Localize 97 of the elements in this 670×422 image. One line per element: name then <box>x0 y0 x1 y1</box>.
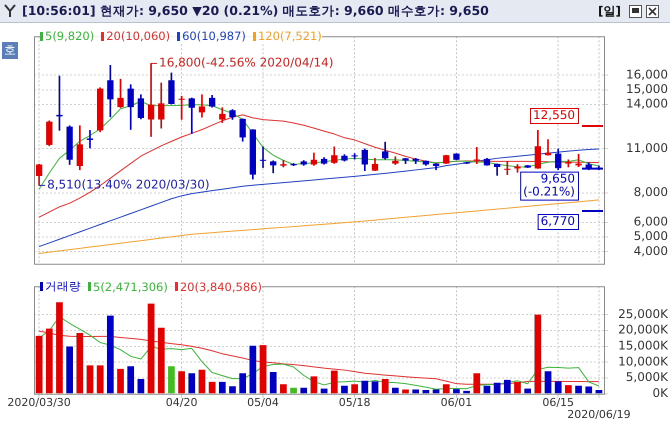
bar <box>484 386 490 394</box>
bar <box>106 316 114 394</box>
candlestick <box>56 76 63 131</box>
bar <box>260 345 266 394</box>
y-tick-label: 10,000K <box>618 354 670 368</box>
bar <box>432 389 440 394</box>
bar <box>341 386 348 394</box>
y-tick-label: 0K <box>652 386 670 400</box>
bar <box>372 381 378 394</box>
bar <box>86 365 94 394</box>
bar <box>290 388 297 394</box>
bar <box>534 314 542 394</box>
bar <box>208 382 216 394</box>
bar <box>76 332 84 394</box>
bar <box>158 328 165 394</box>
bar <box>249 346 256 394</box>
bar <box>56 302 63 394</box>
text: [일] <box>598 3 621 20</box>
x-tick-label: 04/20 <box>166 396 198 410</box>
bar <box>442 384 450 394</box>
ref-line-label: 9,650 (-0.21%) <box>523 172 575 199</box>
bar <box>188 373 196 394</box>
bar <box>66 346 73 394</box>
bar <box>473 373 480 394</box>
legend-label: 20(3,840,586) <box>180 280 262 294</box>
candlestick <box>544 139 552 156</box>
y-tick-label: 16,000 <box>626 67 668 82</box>
legend-label: 60(10,987) <box>182 29 246 43</box>
bar <box>412 389 420 394</box>
bar <box>198 370 206 394</box>
bar <box>138 379 144 394</box>
bar <box>229 386 236 394</box>
legend-label: 거래량 <box>45 279 81 294</box>
y-tick-label: 15,000 <box>626 82 668 96</box>
legend-label: 20(10,060) <box>106 29 170 43</box>
bar <box>402 389 409 394</box>
y-tick-label: 8,000 <box>634 185 668 200</box>
ref-line-label: 12,550 <box>533 108 575 122</box>
bar <box>117 368 124 394</box>
bar <box>463 390 470 394</box>
bar <box>575 386 582 394</box>
bar <box>565 385 572 394</box>
y-tick-label: 15,000K <box>618 338 670 352</box>
bar <box>351 384 358 394</box>
y-tick-label: 20,000K <box>618 322 670 337</box>
candlestick <box>86 130 94 148</box>
x-tick-label: 05/18 <box>338 396 370 410</box>
annotation: 16,800(-42.56% 2020/04/14) <box>159 56 334 70</box>
bar <box>300 388 308 394</box>
bar <box>382 379 389 394</box>
legend-label: 5(9,820) <box>45 29 94 43</box>
bar <box>148 304 154 394</box>
candlestick <box>260 146 266 168</box>
bar <box>310 376 318 394</box>
x-tick-label: 05/04 <box>247 396 279 410</box>
bar <box>96 365 104 394</box>
y-tick-label: 4,000 <box>634 244 668 258</box>
bar <box>524 388 532 394</box>
candlestick <box>514 164 521 173</box>
bar <box>46 328 53 394</box>
bar <box>168 366 175 394</box>
bar <box>361 380 368 394</box>
bar <box>453 389 460 394</box>
bar <box>270 372 277 394</box>
x-tick-label: 06/15 <box>542 396 574 410</box>
bar <box>514 382 521 394</box>
bar <box>494 382 500 394</box>
text: 호 <box>2 42 18 59</box>
y-tick-label: 5,000 <box>634 229 668 244</box>
legend-label: 5(2,471,306) <box>93 280 168 294</box>
bar <box>422 390 430 394</box>
candlestick <box>575 154 582 168</box>
bar <box>544 371 552 394</box>
ref-line-label: 6,770 <box>540 214 575 228</box>
y-tick-label: 25,000K <box>618 306 670 321</box>
x-tick-label: 2020/06/19 <box>567 408 631 422</box>
bar <box>330 370 338 394</box>
bar <box>178 371 185 394</box>
y-tick-label: 14,000 <box>626 96 668 111</box>
bar <box>127 366 134 394</box>
y-tick-label: 5,000K <box>626 370 670 384</box>
bar <box>596 390 602 394</box>
bar <box>239 373 246 394</box>
x-tick-label: 2020/03/30 <box>7 396 71 410</box>
bar <box>504 380 511 394</box>
bar <box>392 388 399 394</box>
bar <box>280 384 287 394</box>
bar <box>218 382 226 394</box>
legend-label: 120(7,521) <box>258 29 322 43</box>
y-tick-label: 11,000 <box>626 140 668 155</box>
chart-title: [10:56:01] 현재가: 9,650 ▼20 (0.21%) 매도호가: 9,660 매수호가: 9,650 <box>22 3 489 20</box>
bar <box>320 388 328 394</box>
bar <box>585 386 592 394</box>
y-tick-label: 6,000 <box>634 214 668 228</box>
bar <box>554 381 562 394</box>
x-tick-label: 06/01 <box>440 396 472 410</box>
bar <box>36 336 42 394</box>
